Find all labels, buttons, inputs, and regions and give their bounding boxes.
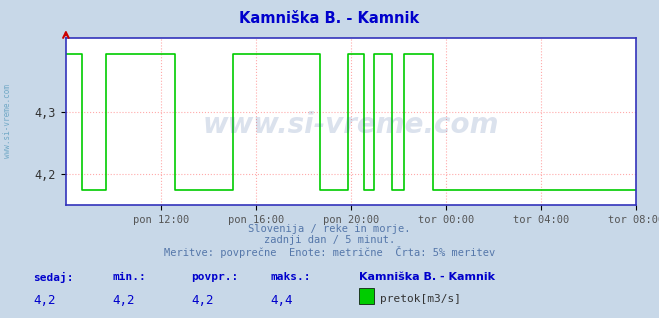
- Text: Kamniška B. - Kamnik: Kamniška B. - Kamnik: [239, 11, 420, 26]
- Text: Kamniška B. - Kamnik: Kamniška B. - Kamnik: [359, 272, 495, 282]
- Text: Slovenija / reke in morje.: Slovenija / reke in morje.: [248, 224, 411, 234]
- Text: Meritve: povprečne  Enote: metrične  Črta: 5% meritev: Meritve: povprečne Enote: metrične Črta:…: [164, 246, 495, 259]
- Text: 4,2: 4,2: [33, 294, 55, 307]
- Text: 4,2: 4,2: [112, 294, 134, 307]
- Text: min.:: min.:: [112, 272, 146, 282]
- Text: povpr.:: povpr.:: [191, 272, 239, 282]
- Text: 4,2: 4,2: [191, 294, 214, 307]
- Text: www.si-vreme.com: www.si-vreme.com: [203, 111, 499, 139]
- Text: pretok[m3/s]: pretok[m3/s]: [380, 294, 461, 304]
- Text: sedaj:: sedaj:: [33, 272, 73, 283]
- Text: www.si-vreme.com: www.si-vreme.com: [3, 84, 13, 158]
- Text: maks.:: maks.:: [270, 272, 310, 282]
- Text: zadnji dan / 5 minut.: zadnji dan / 5 minut.: [264, 235, 395, 245]
- Text: 4,4: 4,4: [270, 294, 293, 307]
